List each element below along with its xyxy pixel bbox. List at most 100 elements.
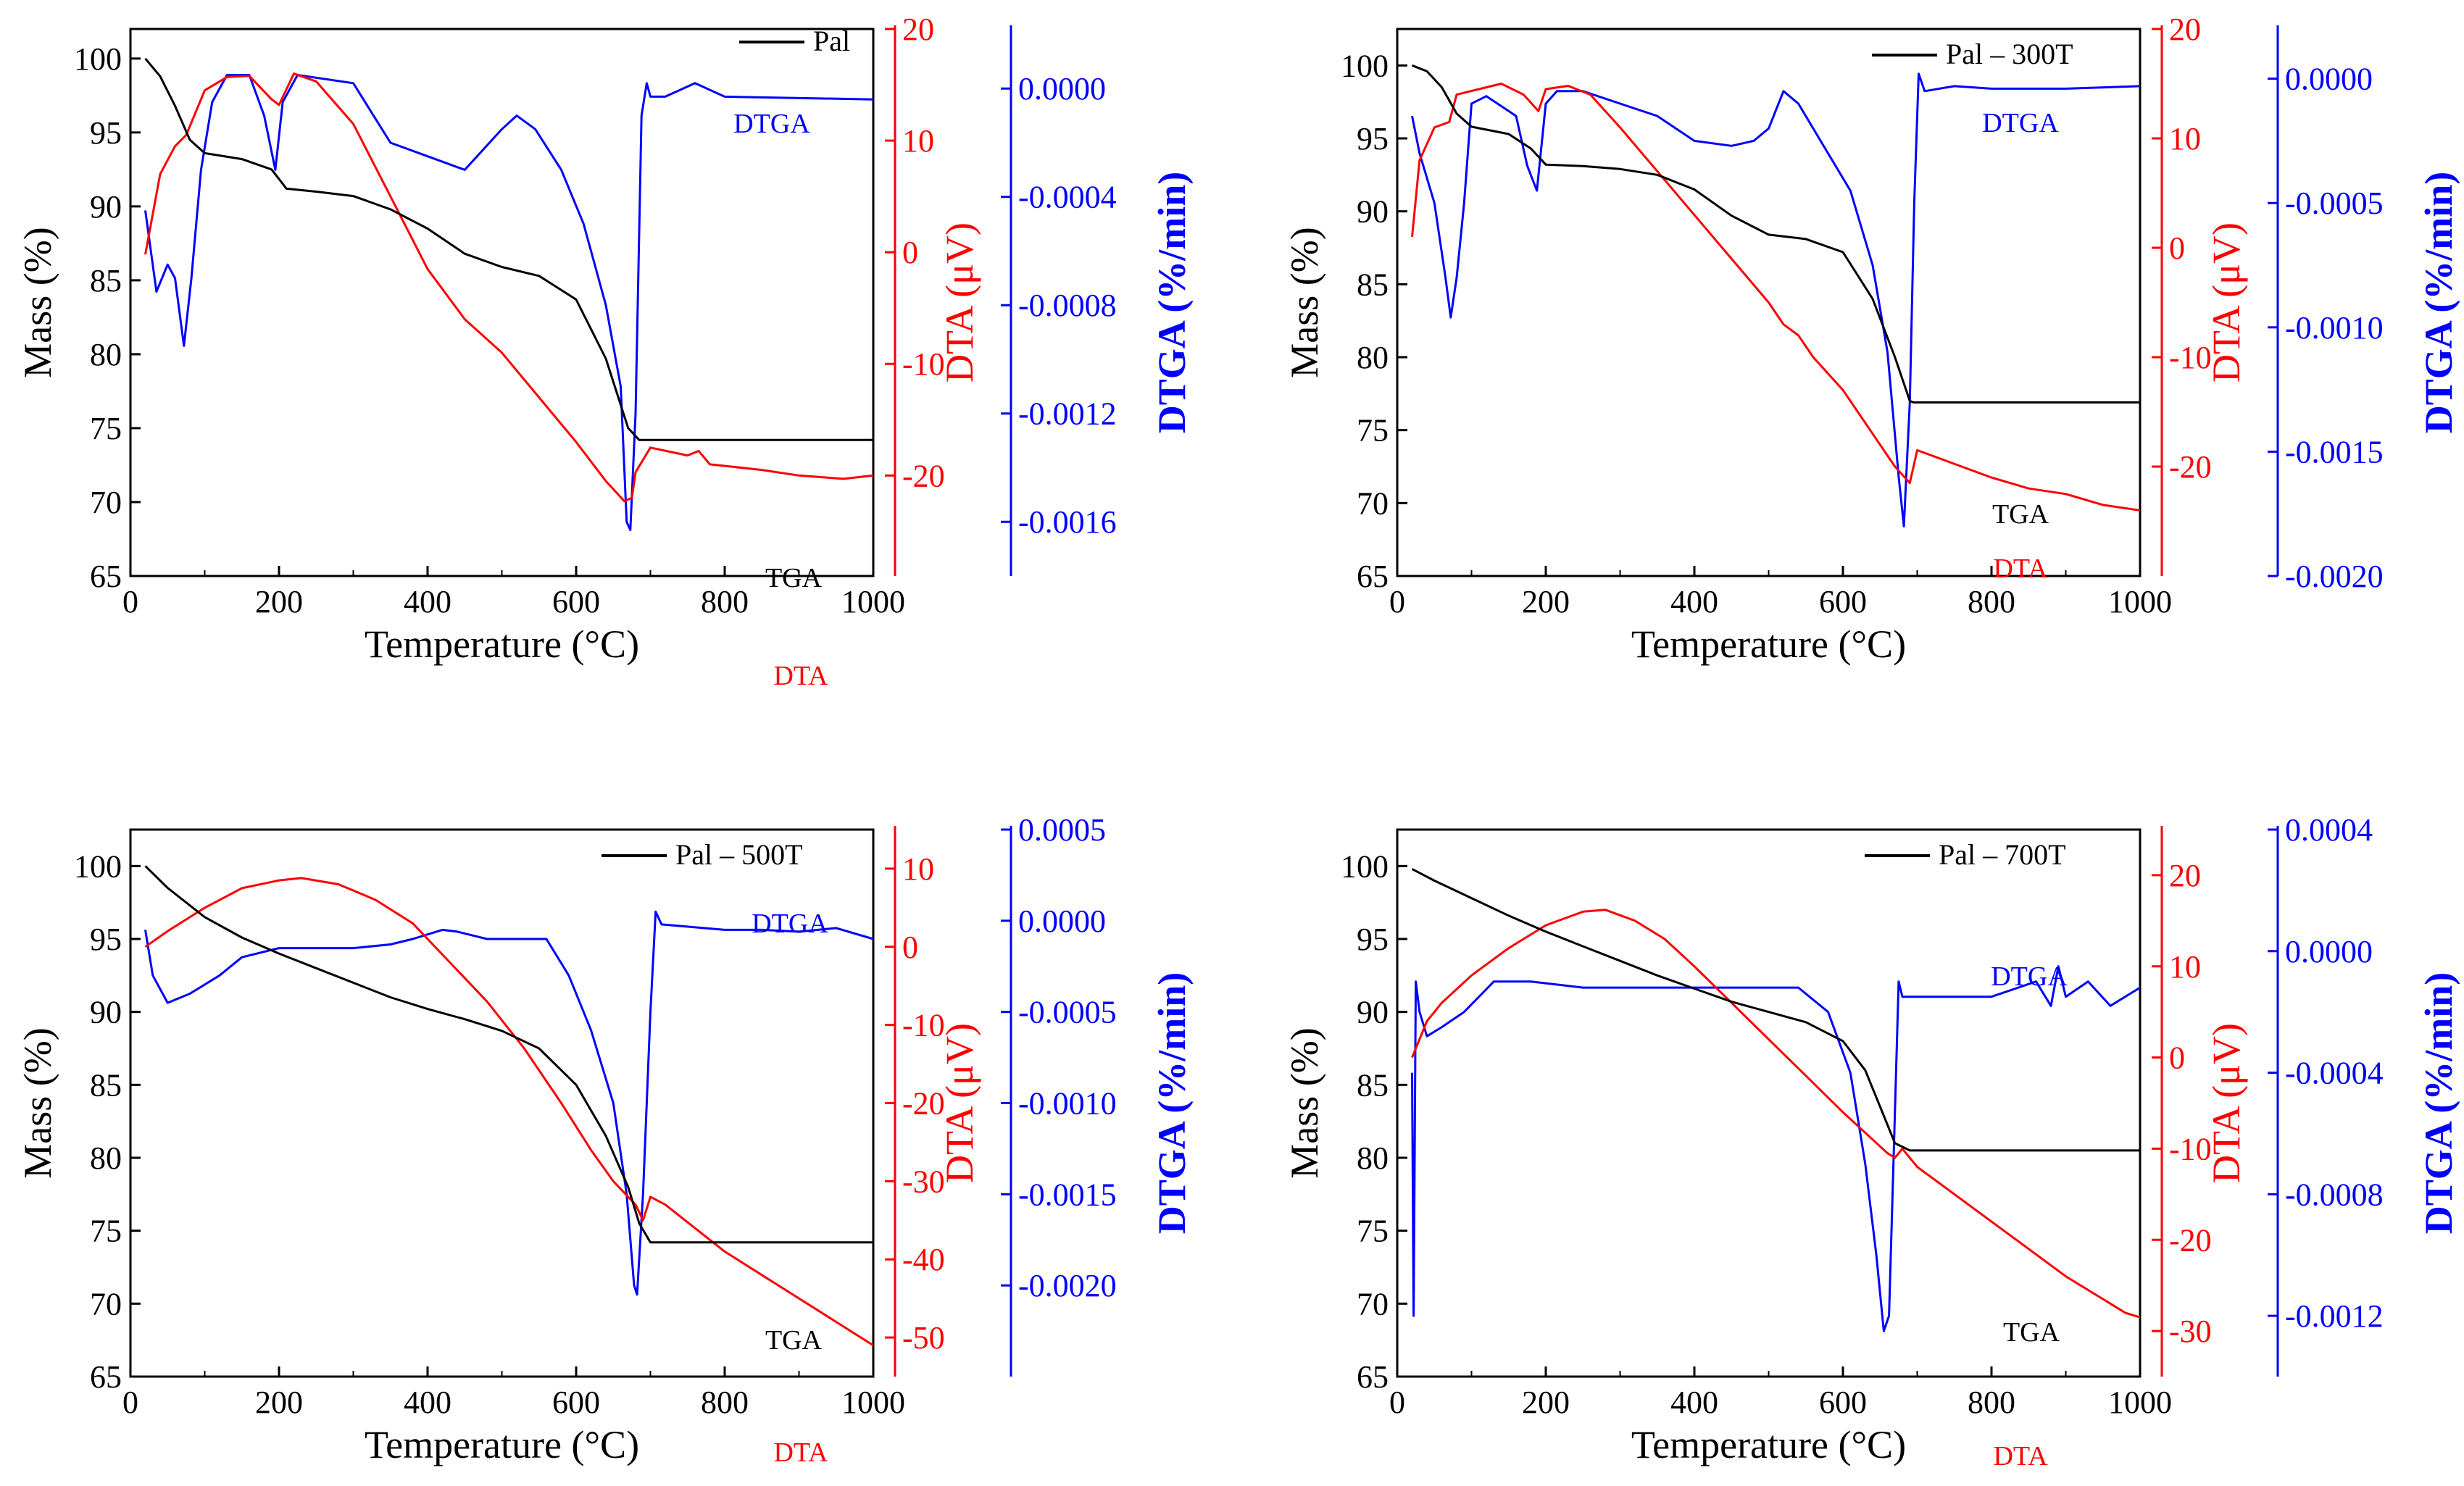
x-tick-label: 600 <box>1819 1385 1867 1420</box>
dta-tick-label: -30 <box>902 1164 945 1199</box>
dta-series-line <box>144 72 873 503</box>
mass-tick-label: 85 <box>1357 1067 1389 1103</box>
x-tick-label: 400 <box>1670 1385 1718 1420</box>
x-tick-label: 0 <box>1389 1385 1405 1420</box>
mass-tick-label: 65 <box>90 559 122 594</box>
dtga-series-line <box>1411 965 2140 1332</box>
dta-tick-label: -10 <box>2169 340 2212 375</box>
chart-panel-top-right: 0 200 400 600 800 100065707580859095100-20-10… <box>1283 12 2460 666</box>
dtga-curve-label: DTGA <box>733 109 810 139</box>
mass-tick-label: 100 <box>74 41 122 77</box>
mass-tick-label: 100 <box>1341 848 1389 884</box>
chart-panel-bottom-right: 0 200 400 600 800 100065707580859095100-30-20… <box>1283 812 2460 1472</box>
dtga-tick-label: -0.0020 <box>2285 559 2384 594</box>
dtga-tick-label: 0.0000 <box>1018 71 1106 107</box>
mass-tick-label: 65 <box>1357 559 1389 594</box>
x-tick-label: 200 <box>1522 1385 1570 1420</box>
dta-axis-title: DTA (μV) <box>938 222 981 383</box>
mass-tick-label: 100 <box>74 848 122 884</box>
mass-tick-label: 85 <box>90 263 122 299</box>
tga-curve-label: TGA <box>1992 499 2049 530</box>
x-tick-label: 200 <box>255 1385 303 1420</box>
dtga-tick-label: -0.0008 <box>1018 288 1117 323</box>
x-tick-label: 200 <box>255 584 303 619</box>
dta-tick-label: -30 <box>2169 1314 2212 1349</box>
dtga-tick-label: 0.0000 <box>2285 62 2373 97</box>
dta-tick-label: 20 <box>2169 858 2201 893</box>
dta-tick-label: -10 <box>902 346 945 382</box>
dta-tick-label: 10 <box>902 123 934 159</box>
dtga-tick-label: 0.0004 <box>2285 812 2373 848</box>
x-tick-label: 1000 <box>2108 584 2172 619</box>
mass-tick-label: 95 <box>90 115 122 151</box>
dta-tick-label: -10 <box>2169 1131 2212 1166</box>
mass-tick-label: 70 <box>1357 1286 1389 1322</box>
dta-tick-label: -40 <box>902 1242 945 1277</box>
dta-tick-label: -10 <box>902 1008 945 1043</box>
dtga-series-line <box>1411 72 2140 527</box>
dta-tick-label: -20 <box>2169 449 2212 485</box>
x-tick-label: 600 <box>1819 584 1867 619</box>
dta-tick-label: 10 <box>902 851 934 887</box>
dtga-tick-label: 0.0005 <box>1018 812 1106 848</box>
mass-axis-title: Mass (%) <box>1283 227 1326 377</box>
x-tick-label: 400 <box>1670 584 1718 619</box>
dta-tick-label: 0 <box>902 930 918 965</box>
dtga-tick-label: -0.0004 <box>1018 180 1117 215</box>
tga-series-line <box>1411 868 2140 1152</box>
tga-curve-label: TGA <box>765 1325 823 1356</box>
mass-tick-label: 80 <box>1357 1140 1389 1176</box>
dtga-curve-label: DTGA <box>752 909 828 939</box>
x-tick-label: 400 <box>404 1385 451 1420</box>
dta-curve-label: DTA <box>1993 554 2048 584</box>
legend-label: Pal <box>813 25 850 57</box>
x-tick-label: 0 <box>122 584 138 619</box>
dta-axis-title: DTA (μV) <box>2205 1023 2248 1183</box>
dtga-axis-title: DTGA (%/min) <box>2417 172 2460 434</box>
dtga-curve-label: DTGA <box>1991 961 2068 992</box>
dtga-curve-label: DTGA <box>1982 108 2059 138</box>
panels-group: 0 200 400 600 800 100065707580859095100-20-10… <box>16 12 2460 1472</box>
dtga-series-line <box>144 910 873 1296</box>
dta-tick-label: 0 <box>902 235 918 270</box>
legend-label: Pal – 300T <box>1946 38 2073 70</box>
dtga-tick-label: -0.0012 <box>2285 1298 2384 1334</box>
tga-curve-label: TGA <box>765 563 823 593</box>
dtga-tick-label: -0.0012 <box>1018 396 1117 432</box>
tga-series-line <box>1411 64 2140 404</box>
curves <box>144 57 873 531</box>
dtga-tick-label: 0.0000 <box>1018 903 1106 939</box>
dta-tick-label: 0 <box>2169 230 2185 266</box>
mass-tick-label: 75 <box>1357 413 1389 448</box>
mass-tick-label: 70 <box>1357 485 1389 521</box>
dta-tick-label: -20 <box>902 458 945 493</box>
dta-tick-label: -20 <box>902 1086 945 1122</box>
mass-tick-label: 95 <box>1357 922 1389 957</box>
dta-curve-label: DTA <box>773 1437 828 1468</box>
mass-tick-label: 65 <box>90 1359 122 1395</box>
dta-curve-label: DTA <box>773 661 828 691</box>
mass-tick-label: 75 <box>90 411 122 446</box>
dtga-tick-label: -0.0004 <box>2285 1056 2384 1091</box>
x-tick-label: 800 <box>1968 584 2015 619</box>
curves <box>144 865 873 1347</box>
mass-tick-label: 70 <box>90 485 122 520</box>
x-tick-label: 800 <box>1968 1385 2015 1420</box>
x-tick-label: 600 <box>552 584 600 619</box>
mass-axis-title: Mass (%) <box>16 1027 59 1178</box>
dtga-axis-title: DTGA (%/min) <box>1150 172 1194 434</box>
mass-tick-label: 90 <box>1357 194 1389 230</box>
dta-tick-label: 20 <box>2169 12 2201 47</box>
x-tick-label: 400 <box>404 584 451 619</box>
curves <box>1411 868 2140 1332</box>
x-tick-label: 600 <box>552 1385 600 1420</box>
dta-series-line <box>144 877 873 1347</box>
mass-tick-label: 90 <box>90 995 122 1030</box>
x-tick-label: 0 <box>122 1385 138 1420</box>
x-tick-label: 1000 <box>841 1385 905 1420</box>
dta-series-line <box>1411 909 2140 1319</box>
chart-panel-top-left: 0 200 400 600 800 100065707580859095100-20-10… <box>16 12 1194 691</box>
dta-tick-label: 10 <box>2169 121 2201 156</box>
x-axis-title: Temperature (°C) <box>1631 1423 1906 1466</box>
